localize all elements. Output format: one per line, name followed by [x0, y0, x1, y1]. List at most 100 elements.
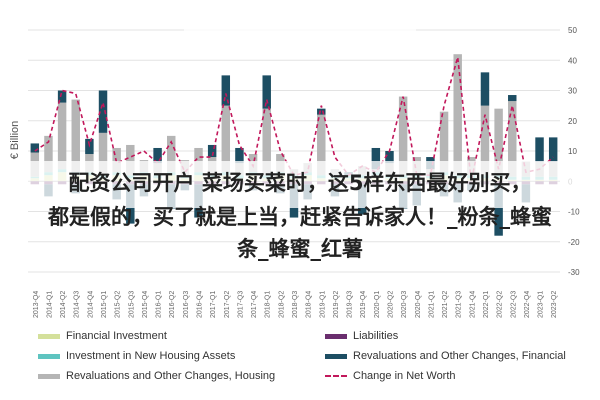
bar-segment	[98, 132, 108, 176]
x-tick-label: 2017-Q3	[237, 291, 244, 318]
overlay-band-2	[0, 0, 600, 49]
legend-label: Revaluations and Other Changes, Financia…	[353, 350, 566, 362]
legend-label: Revaluations and Other Changes, Housing	[66, 370, 276, 382]
overlay-title-line-2: 都是假的，买了就是上当，赶紧告诉家人！_粉条_蜂蜜	[48, 205, 552, 229]
legend-label: Investment in New Housing Assets	[66, 350, 236, 362]
x-tick-label: 2019-Q1	[319, 291, 326, 318]
legend-dash	[325, 375, 347, 377]
bar-segment	[508, 101, 517, 177]
x-tick-label: 2018-Q2	[278, 291, 285, 318]
legend-swatch	[38, 353, 60, 359]
bar-segment	[71, 99, 80, 173]
bar-segment	[385, 151, 394, 164]
x-tick-label: 2019-Q4	[360, 291, 367, 318]
legend-swatch	[325, 333, 347, 339]
bar-segment	[194, 147, 203, 173]
legend-swatch	[38, 373, 60, 379]
x-tick-label: 2017-Q1	[210, 291, 217, 318]
bar-segment	[398, 96, 408, 176]
x-tick-label: 2018-Q4	[306, 291, 313, 318]
x-tick-label: 2015-Q4	[142, 291, 149, 318]
bar-segment	[262, 108, 271, 176]
bar-segment	[317, 108, 326, 115]
x-tick-label: 2020-Q1	[374, 291, 381, 318]
x-tick-label: 2018-Q3	[292, 291, 299, 318]
bar-segment	[98, 90, 108, 133]
bar-segment	[126, 144, 135, 176]
bar-segment	[221, 105, 231, 173]
x-tick-label: 2021-Q3	[456, 291, 463, 318]
x-tick-label: 2015-Q1	[101, 291, 108, 318]
bar-segment	[57, 102, 67, 170]
bar-segment	[535, 137, 544, 162]
overlay-title-line-1: 配资公司开户 菜场买菜时，这5样东西最好别买，	[68, 171, 532, 195]
x-tick-label: 2014-Q4	[87, 291, 94, 318]
x-tick-label: 2023-Q2	[551, 291, 558, 318]
y-tick-label: 10	[568, 147, 577, 156]
bar-segment	[44, 135, 53, 173]
x-tick-label: 2016-Q4	[197, 291, 204, 318]
bar-segment	[439, 111, 449, 173]
bar-segment	[30, 143, 40, 153]
y-tick-label: 20	[568, 117, 577, 126]
x-tick-labels: 2013-Q4 2014-Q1 2014-Q2 2014-Q3 2014-Q4 2015-…	[33, 291, 558, 318]
bar-segment	[235, 147, 244, 164]
x-tick-label: 2020-Q2	[387, 291, 394, 318]
legend-reval-financial: Revaluations and Other Changes, Financia…	[325, 350, 566, 362]
bar-segment	[548, 137, 558, 162]
x-tick-label: 2014-Q1	[46, 291, 53, 318]
bar-segment	[453, 54, 462, 176]
x-tick-label: 2016-Q2	[169, 291, 176, 318]
legend-financial-investment: Financial Investment	[38, 330, 167, 342]
x-tick-label: 2019-Q3	[347, 291, 354, 318]
bar-segment	[480, 72, 490, 106]
y-axis-label: € Billion	[9, 121, 21, 160]
x-tick-label: 2017-Q4	[251, 291, 258, 318]
y-tick-label: 40	[568, 56, 577, 65]
x-tick-label: 2022-Q4	[524, 291, 531, 318]
y-tick-label: -20	[568, 238, 580, 247]
legend-new-housing: Investment in New Housing Assets	[38, 350, 235, 362]
x-tick-label: 2015-Q3	[128, 291, 135, 318]
x-tick-label: 2013-Q4	[33, 291, 40, 318]
x-tick-label: 2016-Q3	[183, 291, 190, 318]
bar-segment	[262, 75, 271, 109]
legend-swatch	[325, 353, 347, 359]
x-tick-label: 2017-Q2	[224, 291, 231, 318]
x-tick-label: 2021-Q2	[442, 291, 449, 318]
legend-liabilities: Liabilities	[325, 330, 398, 342]
bar-segment	[167, 135, 176, 173]
x-tick-label: 2020-Q3	[401, 291, 408, 318]
overlay-band-1	[0, 161, 600, 208]
legend-reval-housing: Revaluations and Other Changes, Housing	[38, 370, 275, 382]
bar-segment	[480, 105, 490, 176]
x-tick-label: 2016-Q1	[156, 291, 163, 318]
y-tick-label: -30	[568, 268, 580, 277]
x-tick-label: 2014-Q2	[60, 291, 67, 318]
x-tick-label: 2022-Q2	[497, 291, 504, 318]
bar-segment	[371, 147, 381, 170]
bar-segment	[494, 108, 503, 176]
legend-label: Financial Investment	[66, 330, 167, 342]
y-tick-label: 30	[568, 87, 577, 96]
x-tick-label: 2022-Q3	[510, 291, 517, 318]
bar-segment	[317, 114, 326, 176]
bar-segment	[221, 75, 231, 106]
legend-net-worth: Change in Net Worth	[325, 370, 456, 382]
x-tick-label: 2020-Q4	[415, 291, 422, 318]
x-tick-label: 2023-Q1	[538, 291, 545, 318]
overlay-title-line-3: 条_蜂蜜_红薯	[237, 237, 363, 261]
y-tick-label: 50	[568, 26, 577, 35]
legend-label: Liabilities	[353, 330, 399, 342]
x-tick-label: 2019-Q2	[333, 291, 340, 318]
bar-segment	[508, 95, 517, 102]
x-tick-label: 2014-Q3	[74, 291, 81, 318]
bar-segment	[207, 144, 217, 158]
bar-segment	[494, 184, 503, 236]
bar-segment	[57, 90, 67, 103]
x-tick-label: 2021-Q4	[469, 291, 476, 318]
bar-segment	[153, 147, 162, 164]
x-tick-label: 2022-Q1	[483, 291, 490, 318]
x-tick-label: 2015-Q2	[115, 291, 122, 318]
legend-swatch	[38, 333, 60, 339]
